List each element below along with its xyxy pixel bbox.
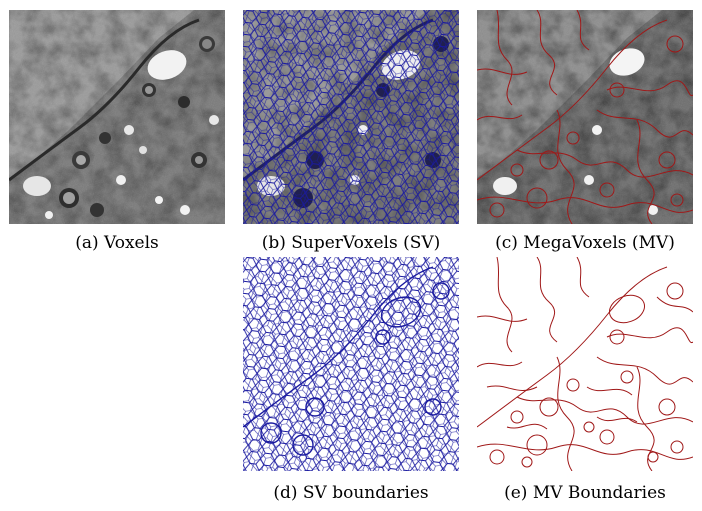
caption-megavoxels: (c) MegaVoxels (MV) <box>495 233 675 253</box>
megavoxels-overlay-graphic <box>477 10 693 224</box>
panel-mv-boundaries <box>477 257 693 471</box>
panel-supervoxels-overlay <box>243 10 459 224</box>
mv-boundaries-graphic <box>477 257 693 471</box>
sv-boundaries-graphic <box>243 257 459 471</box>
caption-voxels: (a) Voxels <box>75 233 159 253</box>
caption-supervoxels: (b) SuperVoxels (SV) <box>261 233 441 253</box>
panel-sv-boundaries <box>243 257 459 471</box>
panel-megavoxels-overlay <box>477 10 693 224</box>
panel-voxels-image <box>9 10 225 224</box>
voxels-image-graphic <box>9 10 225 224</box>
caption-sv-boundaries: (d) SV boundaries <box>273 483 429 503</box>
caption-mv-boundaries: (e) MV Boundaries <box>504 483 666 503</box>
supervoxels-overlay-graphic <box>243 10 459 224</box>
